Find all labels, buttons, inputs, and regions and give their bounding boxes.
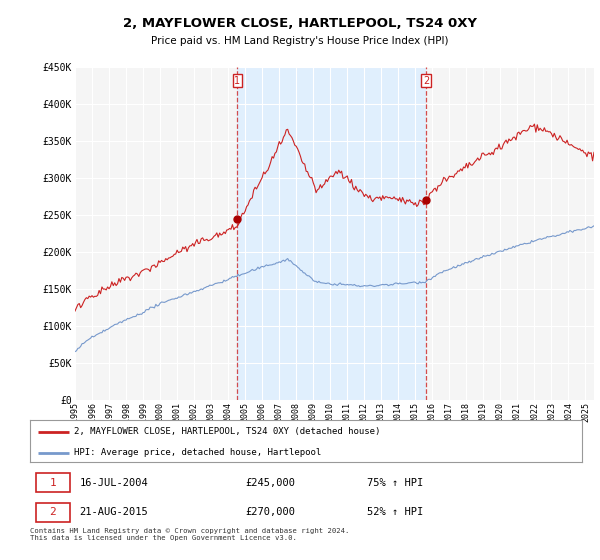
- Text: 52% ↑ HPI: 52% ↑ HPI: [367, 507, 423, 517]
- FancyBboxPatch shape: [35, 503, 70, 522]
- Text: Contains HM Land Registry data © Crown copyright and database right 2024.
This d: Contains HM Land Registry data © Crown c…: [30, 528, 349, 540]
- Text: £270,000: £270,000: [245, 507, 295, 517]
- Text: Price paid vs. HM Land Registry's House Price Index (HPI): Price paid vs. HM Land Registry's House …: [151, 36, 449, 46]
- Text: 2, MAYFLOWER CLOSE, HARTLEPOOL, TS24 0XY (detached house): 2, MAYFLOWER CLOSE, HARTLEPOOL, TS24 0XY…: [74, 427, 380, 436]
- Text: 21-AUG-2015: 21-AUG-2015: [80, 507, 148, 517]
- Text: HPI: Average price, detached house, Hartlepool: HPI: Average price, detached house, Hart…: [74, 448, 322, 458]
- Text: 2: 2: [49, 507, 56, 517]
- Text: 2, MAYFLOWER CLOSE, HARTLEPOOL, TS24 0XY: 2, MAYFLOWER CLOSE, HARTLEPOOL, TS24 0XY: [123, 17, 477, 30]
- Text: 2: 2: [423, 76, 430, 86]
- Text: 1: 1: [49, 478, 56, 488]
- Text: 75% ↑ HPI: 75% ↑ HPI: [367, 478, 423, 488]
- Bar: [238, 67, 426, 400]
- FancyBboxPatch shape: [35, 473, 70, 492]
- Text: 16-JUL-2004: 16-JUL-2004: [80, 478, 148, 488]
- Text: £245,000: £245,000: [245, 478, 295, 488]
- Text: 1: 1: [234, 76, 241, 86]
